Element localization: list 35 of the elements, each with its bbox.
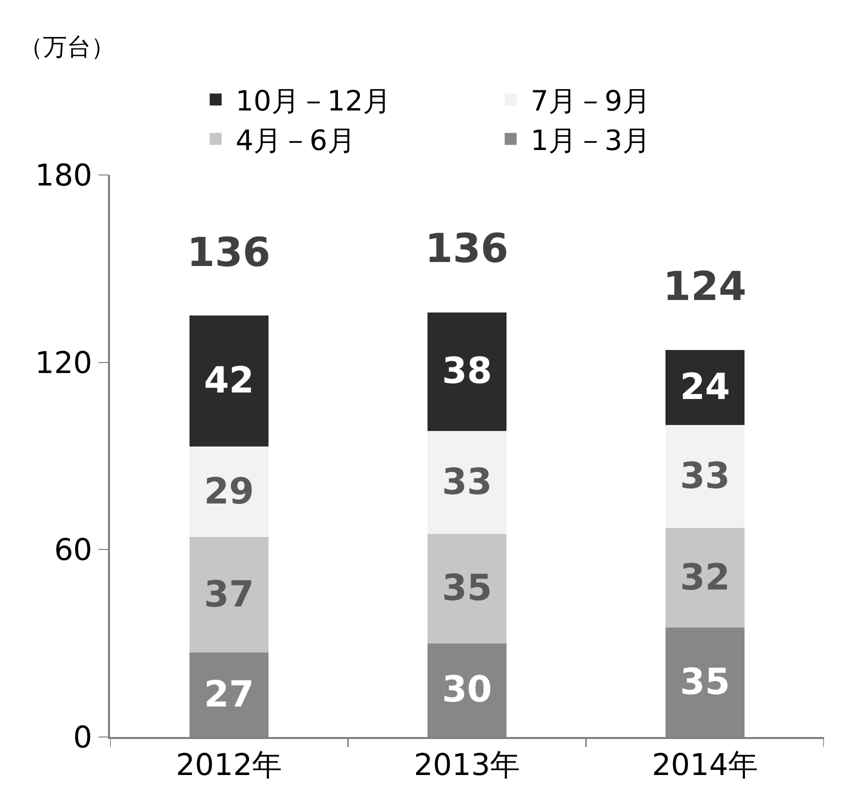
total-label: 136 (425, 226, 508, 272)
total-label: 136 (187, 230, 270, 276)
data-label: 33 (680, 456, 730, 497)
bar (190, 537, 268, 653)
data-label: 38 (442, 351, 492, 392)
legend-label: 10月－12月 (236, 84, 391, 118)
y-axis-title: （万台） (19, 33, 115, 61)
data-label: 35 (680, 662, 730, 703)
data-label: 37 (204, 574, 254, 616)
x-tick-label: 2014年 (652, 748, 758, 783)
bar (190, 316, 268, 447)
bar (190, 446, 268, 538)
legend-label: 4月－6月 (236, 124, 356, 157)
x-tick-label: 2013年 (414, 748, 520, 783)
data-label: 27 (204, 674, 254, 716)
bar (666, 424, 744, 528)
data-label: 33 (442, 462, 492, 504)
bar (428, 534, 506, 644)
y-tick-label: 60 (54, 533, 92, 568)
bar (666, 528, 744, 628)
data-label: 30 (442, 670, 492, 711)
data-label: 35 (442, 568, 492, 610)
bar (428, 312, 506, 432)
total-label: 124 (663, 264, 746, 310)
x-tick-label: 2012年 (176, 748, 282, 783)
data-label: 42 (204, 360, 254, 402)
data-label: 29 (204, 471, 254, 512)
legend-label: 7月－9月 (530, 84, 650, 118)
y-tick-label: 180 (34, 158, 92, 194)
y-tick-label: 0 (73, 720, 92, 756)
bar (428, 431, 506, 534)
y-tick-label: 120 (34, 346, 92, 381)
legend-label: 1月－3月 (530, 124, 650, 157)
data-label: 32 (680, 557, 730, 598)
data-label: 24 (680, 366, 730, 408)
